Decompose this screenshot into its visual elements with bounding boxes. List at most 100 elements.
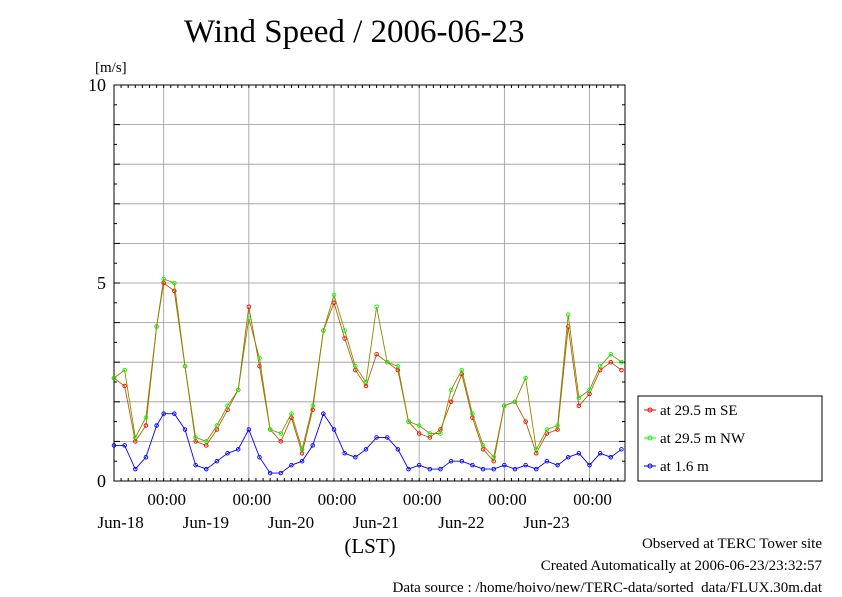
grid (114, 85, 625, 481)
data-point (459, 367, 465, 373)
data-point (267, 470, 273, 476)
legend-entry: at 29.5 m NW (660, 431, 746, 447)
data-point (278, 470, 284, 476)
x-tick-time-label: 00:00 (488, 490, 527, 509)
data-point (448, 458, 454, 464)
x-tick-time-label: 00:00 (147, 490, 186, 509)
data-point (470, 411, 475, 416)
legend-swatch-marker (647, 463, 653, 469)
data-point (470, 462, 475, 468)
data-point (374, 304, 379, 310)
data-point (310, 443, 315, 448)
data-point (246, 316, 252, 321)
data-point (111, 443, 117, 448)
data-point (587, 387, 592, 393)
data-point (289, 462, 294, 468)
data-point (133, 435, 138, 440)
x-tick-time-label: 00:00 (403, 490, 442, 509)
series-line (113, 278, 622, 459)
data-point (154, 423, 159, 428)
data-point (161, 411, 166, 416)
data-point (225, 451, 230, 456)
data-point (384, 359, 390, 365)
x-tick-date-label: Jun-18 (98, 513, 144, 532)
data-point (534, 466, 539, 472)
data-point (122, 367, 127, 373)
data-point (374, 435, 379, 440)
data-point (257, 363, 262, 369)
data-point (331, 427, 337, 432)
data-point (235, 387, 241, 393)
series-line (113, 282, 622, 463)
series-line (114, 412, 622, 474)
data-point (619, 367, 624, 373)
data-point (427, 431, 433, 436)
legend-swatch-marker (647, 435, 653, 441)
legend: at 29.5 m SE at 29.5 m NW at 1.6 m (637, 395, 823, 482)
legend-swatch-marker (647, 407, 653, 413)
footer-created: Created Automatically at 2006-06-23/23:3… (540, 558, 822, 574)
data-point (214, 423, 220, 428)
data-point (427, 466, 433, 472)
data-point (278, 431, 284, 436)
data-point (363, 447, 369, 452)
data-point (395, 363, 401, 369)
x-tick-time-label: 00:00 (318, 490, 357, 509)
data-point (143, 415, 149, 420)
x-tick-time-label: 00:00 (232, 490, 271, 509)
data-point (111, 375, 117, 381)
data-point (555, 423, 560, 428)
data-point (544, 458, 550, 464)
chart-title: Wind Speed / 2006-06-23 (184, 14, 525, 50)
data-point (502, 462, 507, 468)
data-point (342, 328, 347, 333)
data-point (576, 395, 582, 401)
data-point (480, 443, 486, 448)
data-point (310, 403, 315, 409)
data-point (406, 466, 411, 472)
data-point (448, 387, 454, 393)
data-point (438, 431, 443, 436)
x-axis-label: (LST) (344, 534, 395, 558)
x-tick-date-label: Jun-23 (523, 513, 569, 532)
data-point (502, 403, 507, 409)
data-point (214, 458, 220, 464)
data-point (416, 423, 422, 428)
data-point (565, 454, 571, 460)
x-tick-date-label: Jun-22 (438, 513, 484, 532)
data-point (246, 427, 252, 432)
data-point (608, 454, 614, 460)
data-point (342, 451, 347, 456)
data-point (565, 312, 571, 317)
data-point (154, 324, 159, 329)
data-point (289, 411, 294, 416)
data-point (438, 466, 443, 472)
data-point (523, 375, 528, 381)
legend-entry: at 1.6 m (660, 459, 709, 475)
data-point (182, 363, 188, 369)
footer-observed: Observed at TERC Tower site (641, 536, 822, 552)
data-point (143, 454, 149, 460)
data-point (491, 466, 496, 472)
data-point (182, 427, 188, 432)
data-point (193, 462, 198, 468)
data-point (512, 466, 518, 472)
data-point (278, 439, 284, 444)
x-tick-date-label: Jun-19 (183, 513, 229, 532)
y-tick-label: 10 (88, 75, 106, 95)
data-point (353, 363, 358, 369)
data-point (204, 439, 209, 444)
data-point (321, 411, 326, 416)
data-point (534, 447, 539, 452)
data-point (122, 383, 127, 389)
data-point (342, 336, 347, 341)
data-point (257, 355, 262, 361)
legend-entry: at 29.5 m SE (660, 403, 738, 419)
x-tick-date-label: Jun-20 (268, 513, 314, 532)
data-point (331, 300, 337, 306)
data-point (299, 447, 305, 452)
data-point (544, 427, 550, 432)
data-point (363, 379, 369, 385)
data-point (491, 454, 496, 460)
